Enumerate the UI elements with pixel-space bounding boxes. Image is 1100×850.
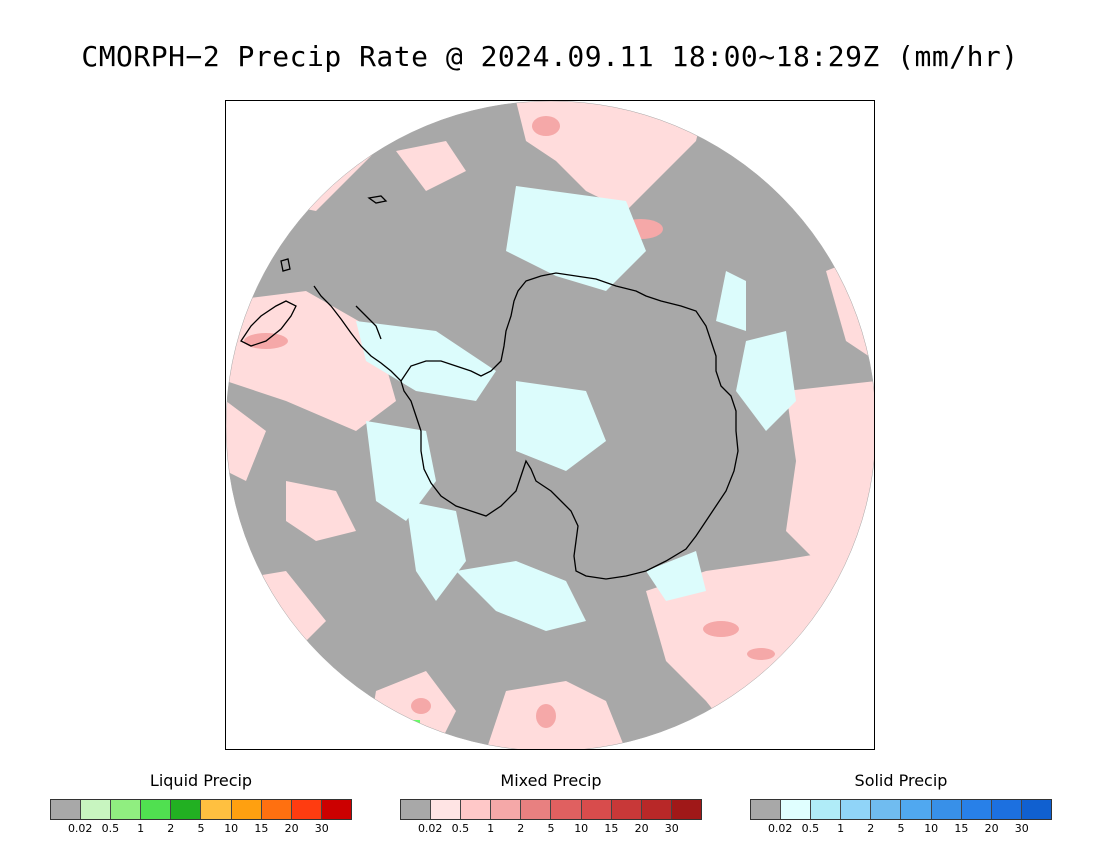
legend-tick-label: 30 <box>664 822 679 835</box>
mixed-precip-region <box>226 401 266 481</box>
legend-swatch <box>201 800 232 819</box>
legend-swatch <box>521 800 552 819</box>
mixed-precip-region <box>396 141 466 191</box>
antarctic-peninsula-coastline <box>313 285 402 382</box>
legend-swatch <box>401 800 432 819</box>
legend-swatch <box>641 800 672 819</box>
legend-tick-label: 20 <box>634 822 649 835</box>
legend-swatch <box>1021 800 1051 819</box>
map-title: CMORPH−2 Precip Rate @ 2024.09.11 18:00~… <box>81 40 1019 73</box>
coastline-detail <box>355 305 382 340</box>
mixed-precip-region <box>226 291 396 431</box>
mixed-heavy-patch <box>411 698 431 714</box>
legend-title: Solid Precip <box>854 771 948 790</box>
legend-swatch <box>871 800 902 819</box>
mixed-heavy-patch <box>703 621 739 637</box>
legend-swatch <box>491 800 522 819</box>
legend-tick-label: 2 <box>867 822 875 835</box>
antarctica-coastline <box>400 272 739 580</box>
map-frame <box>225 100 875 750</box>
solid-precip-region <box>366 421 436 521</box>
legend-swatch <box>51 800 82 819</box>
legend-tick-label: 5 <box>197 822 205 835</box>
legend-swatch <box>81 800 112 819</box>
tick-labels: 0.02 0.5 1 2 5 10 15 20 30 <box>750 822 1052 838</box>
legend-tick-label: 10 <box>224 822 239 835</box>
legend-swatch <box>261 800 292 819</box>
color-bar <box>750 799 1052 820</box>
legend-swatch <box>781 800 812 819</box>
legend-swatch <box>841 800 872 819</box>
tick-labels: 0.02 0.5 1 2 5 10 15 20 30 <box>400 822 702 838</box>
island-coastline <box>367 195 388 204</box>
legend-swatch <box>581 800 612 819</box>
legend-tick-label: 0.5 <box>451 822 470 835</box>
legend-swatch <box>321 800 351 819</box>
solid-precip-region <box>456 561 586 631</box>
solid-precip-region <box>406 501 466 601</box>
legend-tick-label: 0.5 <box>101 822 120 835</box>
legend-title: Mixed Precip <box>500 771 602 790</box>
legend-tick-label: 1 <box>137 822 145 835</box>
legend-tick-label: 1 <box>487 822 495 835</box>
legend-tick-label: 2 <box>167 822 175 835</box>
legend-swatch <box>991 800 1022 819</box>
legend-swatch <box>751 800 782 819</box>
legend-swatch <box>901 800 932 819</box>
legend-mixed: Mixed Precip 0.02 0.5 1 2 5 10 15 20 30 <box>400 770 702 838</box>
mixed-heavy-patch <box>536 704 556 728</box>
mixed-heavy-patch <box>532 116 560 136</box>
legend-swatch <box>291 800 322 819</box>
legend-swatch <box>431 800 462 819</box>
precip-field <box>226 101 874 749</box>
mixed-precip-region <box>286 481 356 541</box>
tick-labels: 0.02 0.5 1 2 5 10 15 20 30 <box>50 822 352 838</box>
island-coastline <box>280 258 291 272</box>
mixed-precip-region <box>226 681 306 749</box>
legend-tick-label: 20 <box>284 822 299 835</box>
legend-swatch <box>931 800 962 819</box>
legend-tick-label: 2 <box>517 822 525 835</box>
legend-swatch <box>961 800 992 819</box>
solid-precip-region <box>516 381 606 471</box>
legend-swatch <box>231 800 262 819</box>
legend-tick-label: 10 <box>574 822 589 835</box>
legend-swatch <box>811 800 842 819</box>
legend-tick-label: 15 <box>604 822 619 835</box>
legend-title: Liquid Precip <box>149 771 253 790</box>
south-america-tip-coastline <box>240 300 297 347</box>
legend-tick-label: 0.5 <box>801 822 820 835</box>
legend-swatch <box>171 800 202 819</box>
legend-tick-label: 15 <box>254 822 269 835</box>
legend-solid: Solid Precip 0.02 0.5 1 2 5 10 15 20 30 <box>750 770 1052 838</box>
polar-precip-map <box>226 101 874 749</box>
legend-swatch <box>551 800 582 819</box>
legend-tick-label: 0.02 <box>767 822 793 835</box>
legend-swatch <box>611 800 642 819</box>
legend-swatch <box>141 800 172 819</box>
legend-tick-label: 5 <box>897 822 905 835</box>
legend-tick-label: 30 <box>1014 822 1029 835</box>
legend-liquid: Liquid Precip 0.02 0.5 1 2 5 10 15 20 30 <box>50 770 352 838</box>
legend-swatch <box>111 800 142 819</box>
legend-tick-label: 0.02 <box>417 822 443 835</box>
legend-tick-label: 30 <box>314 822 329 835</box>
color-bar <box>50 799 352 820</box>
solid-precip-region <box>646 551 706 601</box>
mixed-precip-region <box>786 381 874 581</box>
legend-tick-label: 20 <box>984 822 999 835</box>
mixed-heavy-patch <box>747 648 775 660</box>
solid-precip-region <box>736 331 796 431</box>
legend-swatch <box>461 800 492 819</box>
legend-tick-label: 1 <box>837 822 845 835</box>
color-bar <box>400 799 702 820</box>
legend-tick-label: 15 <box>954 822 969 835</box>
mixed-precip-region <box>516 101 706 211</box>
legend-tick-label: 10 <box>924 822 939 835</box>
legend-tick-label: 0.02 <box>67 822 93 835</box>
solid-precip-region <box>716 271 746 331</box>
solid-precip-region <box>506 186 646 291</box>
legend-swatch <box>671 800 701 819</box>
legend-tick-label: 5 <box>547 822 555 835</box>
